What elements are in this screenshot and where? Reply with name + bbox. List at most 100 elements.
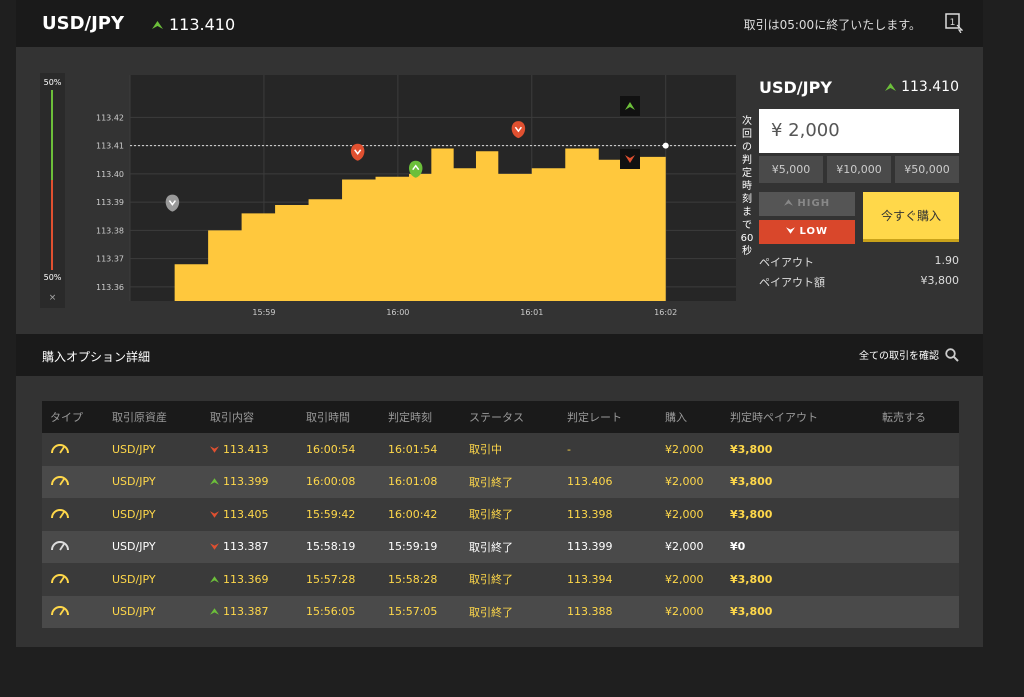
payout-row: ペイアウト 1.90 (759, 254, 959, 270)
payout-amount-value: ¥3,800 (920, 274, 960, 287)
table-row[interactable]: USD/JPY 113.405 15:59:42 16:00:42 取引終了 113.39… (42, 498, 959, 531)
buy-now-button[interactable]: 今すぐ購入 (863, 192, 959, 242)
x-tick-label: 16:00 (386, 308, 409, 317)
row-rate: 113.405 (223, 507, 269, 521)
sentiment-close-icon[interactable]: × (48, 293, 57, 303)
chart-area: 50% 50% × 113.42 113.41 113.40 113.39 113.38… (40, 73, 753, 318)
table-row[interactable]: USD/JPY 113.413 16:00:54 16:01:54 取引中 - ¥2,000… (42, 433, 959, 466)
row-payout: ¥3,800 (730, 475, 773, 489)
row-payout: ¥3,800 (730, 442, 773, 456)
up-arrow-icon (210, 608, 219, 616)
amount-input[interactable]: ¥ 2,000 (759, 109, 959, 153)
row-content: 113.387 (210, 540, 306, 553)
session-notice: 取引は05:00に終了いたします。 (743, 18, 921, 32)
sentiment-high-bar (51, 90, 53, 180)
preset-50000-button[interactable]: ¥50,000 (895, 156, 959, 183)
row-purchase: ¥2,000 (665, 507, 704, 521)
trade-marker-down (511, 121, 526, 139)
row-judge-time: 15:59:19 (388, 540, 438, 554)
trade-marker-down (350, 143, 365, 161)
table-row[interactable]: USD/JPY 113.387 15:58:19 15:59:19 取引終了 113.39… (42, 530, 959, 563)
col-judge-time: 判定時刻 (388, 411, 432, 424)
header-price: 113.410 (152, 15, 235, 34)
gauge-icon (51, 508, 69, 519)
view-all-label: 全ての取引を確認 (859, 351, 939, 362)
x-tick-label: 16:01 (520, 308, 543, 317)
col-purchase: 購入 (665, 411, 687, 424)
amount-presets: ¥5,000 ¥10,000 ¥50,000 (759, 156, 959, 183)
table-row[interactable]: USD/JPY 113.387 15:56:05 15:57:05 取引終了 113.38… (42, 595, 959, 628)
row-judge-time: 16:01:54 (388, 442, 438, 456)
row-purchase: ¥2,000 (665, 442, 704, 456)
row-time: 16:00:54 (306, 442, 356, 456)
view-all-trades-link[interactable]: 全ての取引を確認 (859, 347, 959, 362)
preset-10000-button[interactable]: ¥10,000 (827, 156, 891, 183)
low-badge-arrow (625, 155, 635, 163)
table-row[interactable]: USD/JPY 113.399 16:00:08 16:01:08 取引終了 113.40… (42, 465, 959, 498)
up-arrow-icon (210, 575, 219, 583)
trades-table: タイプ 取引原資産 取引内容 取引時間 判定時刻 ステータス 判定レート 購入 … (42, 401, 959, 628)
current-rate-dot (662, 142, 669, 149)
table-row[interactable]: USD/JPY 113.369 15:57:28 15:58:28 取引終了 113.39… (42, 563, 959, 596)
gauge-icon (51, 541, 69, 551)
y-tick-label: 113.39 (96, 198, 124, 207)
y-tick-label: 113.40 (96, 170, 124, 179)
row-judge-rate: 113.406 (567, 475, 613, 489)
gauge-icon (51, 443, 69, 454)
price-area (174, 145, 666, 301)
down-arrow-icon (210, 445, 219, 453)
col-payout: 判定時ペイアウト (730, 411, 818, 424)
row-rate: 113.369 (223, 572, 269, 586)
preset-5000-button[interactable]: ¥5,000 (759, 156, 823, 183)
row-content: 113.387 (210, 605, 306, 618)
sentiment-low-percent: 50% (43, 273, 62, 282)
price-chart[interactable]: 113.42 113.41 113.40 113.39 113.38 113.37 113.… (80, 73, 736, 318)
row-judge-time: 15:58:28 (388, 572, 438, 586)
row-asset: USD/JPY (112, 507, 156, 521)
row-status: 取引終了 (469, 508, 513, 522)
search-icon (945, 347, 959, 362)
row-payout: ¥0 (730, 540, 746, 554)
high-button[interactable]: HIGH (759, 192, 855, 216)
row-rate: 113.387 (223, 605, 269, 619)
y-tick-label: 113.41 (96, 142, 124, 151)
down-arrow-icon (210, 510, 219, 518)
low-button[interactable]: LOW (759, 220, 855, 244)
row-type-cell (42, 506, 112, 523)
panel-price-value: 113.410 (901, 79, 959, 95)
window-icon[interactable]: 1 (945, 13, 963, 33)
panel-pair: USD/JPY (759, 78, 832, 97)
row-type-cell (42, 441, 112, 458)
row-time: 15:56:05 (306, 605, 356, 619)
up-arrow-icon (152, 20, 163, 29)
down-arrow-icon (210, 543, 219, 551)
row-purchase: ¥2,000 (665, 572, 704, 586)
row-content: 113.405 (210, 508, 306, 521)
row-judge-rate: 113.399 (567, 540, 613, 554)
high-label: HIGH (797, 198, 831, 209)
sentiment-high-percent: 50% (43, 78, 62, 87)
row-status: 取引終了 (469, 605, 513, 619)
x-tick-label: 16:02 (654, 308, 677, 317)
payout-amount-row: ペイアウト額 ¥3,800 (759, 274, 959, 290)
row-time: 15:58:19 (306, 540, 356, 554)
low-arrow-icon (785, 227, 795, 234)
row-asset: USD/JPY (112, 572, 156, 586)
sentiment-bar: 50% 50% × (40, 73, 65, 308)
row-status: 取引終了 (469, 573, 513, 587)
row-payout: ¥3,800 (730, 605, 773, 619)
trade-marker-up (408, 160, 423, 178)
marker-pin (511, 121, 526, 139)
row-judge-rate: 113.398 (567, 507, 613, 521)
col-judge-rate: 判定レート (567, 411, 622, 424)
row-asset: USD/JPY (112, 605, 156, 619)
row-purchase: ¥2,000 (665, 605, 704, 619)
row-rate: 113.413 (223, 442, 269, 456)
row-content: 113.399 (210, 475, 306, 488)
row-type-cell (42, 571, 112, 588)
row-judge-time: 16:01:08 (388, 475, 438, 489)
gauge-icon (51, 573, 69, 584)
header-pair: USD/JPY (42, 13, 125, 34)
row-asset: USD/JPY (112, 475, 156, 489)
row-time: 15:59:42 (306, 507, 356, 521)
